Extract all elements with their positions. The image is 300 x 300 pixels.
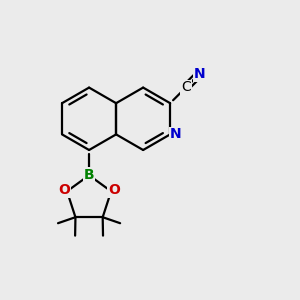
Text: O: O xyxy=(58,183,70,197)
Text: N: N xyxy=(194,67,206,81)
Text: O: O xyxy=(108,183,120,197)
Text: B: B xyxy=(84,168,94,182)
Text: C: C xyxy=(181,80,191,94)
Text: N: N xyxy=(170,128,181,141)
